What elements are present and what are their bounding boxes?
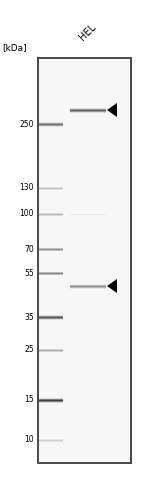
Text: HEL: HEL <box>77 22 98 42</box>
Text: 25: 25 <box>24 345 34 354</box>
Text: 10: 10 <box>24 435 34 445</box>
Polygon shape <box>107 279 117 293</box>
Text: 15: 15 <box>24 396 34 404</box>
Text: [kDa]: [kDa] <box>2 43 27 52</box>
Text: 250: 250 <box>20 119 34 128</box>
Polygon shape <box>107 103 117 117</box>
Text: 35: 35 <box>24 312 34 321</box>
Text: 130: 130 <box>20 183 34 193</box>
Text: 55: 55 <box>24 269 34 277</box>
Text: 100: 100 <box>20 209 34 218</box>
Text: 70: 70 <box>24 244 34 253</box>
